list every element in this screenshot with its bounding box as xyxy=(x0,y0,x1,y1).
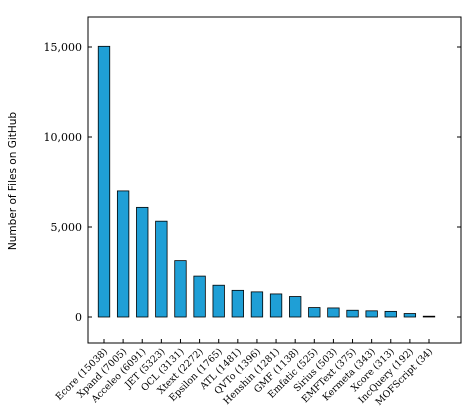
bar xyxy=(365,310,378,318)
bar xyxy=(289,296,302,318)
bar xyxy=(327,307,340,318)
bar xyxy=(116,190,130,318)
y-tick-label: 10,000 xyxy=(44,131,83,144)
bar xyxy=(212,284,225,318)
bar xyxy=(250,291,264,318)
bar xyxy=(155,220,168,318)
bar xyxy=(97,45,111,318)
bar xyxy=(174,260,187,318)
y-tick-label: 5,000 xyxy=(51,221,83,234)
bar xyxy=(403,313,417,318)
bar xyxy=(346,309,359,318)
bar xyxy=(269,293,283,318)
bar xyxy=(231,289,244,318)
bars xyxy=(97,45,436,318)
plot-frame xyxy=(87,16,462,344)
bar xyxy=(136,206,149,318)
x-axis-labels: Ecore (15038)Xpand (7005)Acceleo (6091)J… xyxy=(54,339,435,408)
y-tick-label: 0 xyxy=(75,311,82,324)
bar xyxy=(384,310,397,318)
y-tick-label: 15,000 xyxy=(44,41,83,54)
y-axis-ticks: 0 5,000 10,000 15,000 xyxy=(44,41,461,324)
bar xyxy=(193,275,206,318)
bar xyxy=(422,315,436,318)
y-axis-title: Number of Files on GitHub xyxy=(7,112,19,250)
bar xyxy=(308,307,321,318)
